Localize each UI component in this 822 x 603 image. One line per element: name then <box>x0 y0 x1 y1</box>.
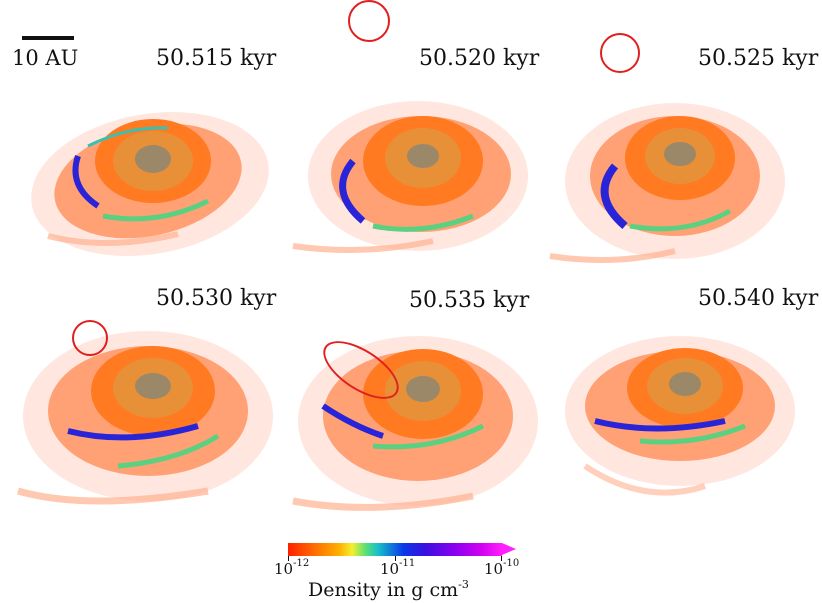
panel-4 <box>8 316 278 584</box>
panel-3 <box>545 76 815 344</box>
time-label-6: 50.540 kyr <box>698 286 819 311</box>
disk-render-3 <box>549 103 785 263</box>
disk-render-1 <box>31 111 269 257</box>
disk-render-6 <box>565 336 795 496</box>
time-label-5: 50.535 kyr <box>409 288 530 313</box>
colorbar-arrow <box>502 543 516 555</box>
disk-render-4 <box>17 331 273 505</box>
colorbar-tick-label-2: 10-11 <box>380 558 416 578</box>
colorbar-gradient <box>288 543 502 556</box>
highlight-circle-panel-4 <box>72 320 108 356</box>
highlight-circle-top <box>348 0 390 42</box>
panel-6 <box>545 316 815 584</box>
colorbar-tick-2 <box>395 556 396 561</box>
time-label-1: 50.515 kyr <box>156 46 277 71</box>
highlight-circle-panel-3 <box>600 33 640 73</box>
colorbar-tick-3 <box>501 556 502 561</box>
time-label-3: 50.525 kyr <box>698 46 819 71</box>
scale-bar-label: 10 AU <box>12 46 79 70</box>
panel-1 <box>8 76 278 344</box>
disk-render-5 <box>292 336 538 511</box>
disk-render-2 <box>292 101 528 253</box>
colorbar: 10-12 10-11 10-10 Density in g cm-3 <box>274 543 528 603</box>
panel-2 <box>283 76 553 344</box>
colorbar-tick-label-3: 10-10 <box>484 558 520 578</box>
scale-bar <box>22 36 74 40</box>
time-label-4: 50.530 kyr <box>156 286 277 311</box>
colorbar-tick-1 <box>288 556 289 561</box>
colorbar-tick-label-1: 10-12 <box>274 558 310 578</box>
colorbar-title: Density in g cm-3 <box>308 578 469 601</box>
time-label-2: 50.520 kyr <box>419 46 540 71</box>
panel-5 <box>283 316 553 584</box>
